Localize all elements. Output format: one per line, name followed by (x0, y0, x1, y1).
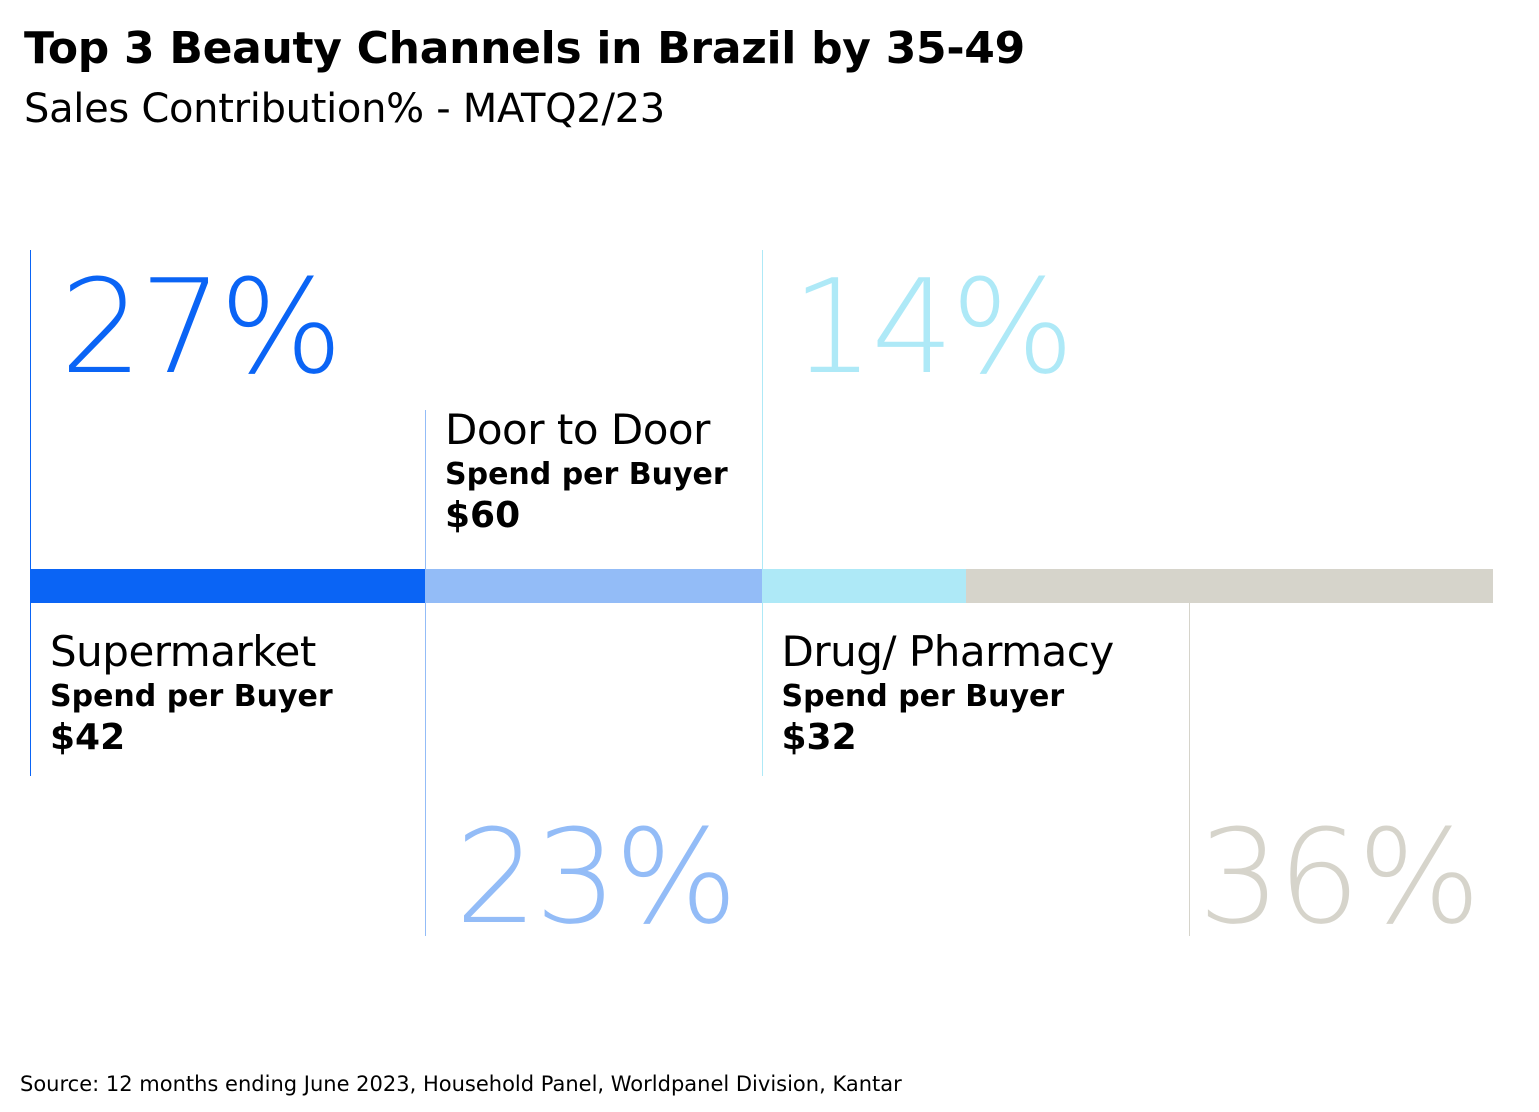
value-label-supermarket: 27% (60, 251, 343, 403)
value-label-other: 36% (1198, 801, 1481, 953)
spend-per-buyer-label: Spend per Buyer (445, 457, 728, 492)
bar-segment-door-to-door (425, 569, 762, 603)
segment-divider-other (1189, 603, 1190, 936)
channel-name: Supermarket (50, 627, 316, 676)
value-label-drug-pharmacy: 14% (791, 251, 1075, 403)
spend-per-buyer-value: $32 (781, 717, 857, 758)
value-label-door-to-door: 23% (455, 801, 738, 953)
channel-name: Door to Door (445, 405, 710, 454)
channel-label-door-to-door: Door to Door Spend per Buyer $60 (445, 404, 728, 538)
segment-divider-door-to-door (425, 410, 426, 936)
spend-per-buyer-label: Spend per Buyer (781, 679, 1065, 714)
bar-segment-other (966, 569, 1494, 603)
spend-per-buyer-value: $42 (50, 717, 126, 758)
bar-segment-drug-pharmacy (761, 569, 967, 603)
channel-name: Drug/ Pharmacy (781, 627, 1115, 676)
spend-per-buyer-value: $60 (445, 495, 521, 536)
segment-divider-drug-pharmacy (761, 250, 763, 776)
chart-title: Top 3 Beauty Channels in Brazil by 35-49 (24, 23, 1025, 74)
chart-subtitle: Sales Contribution% - MATQ2/23 (24, 86, 665, 132)
source-note: Source: 12 months ending June 2023, Hous… (20, 1072, 902, 1096)
channel-label-drug-pharmacy: Drug/ Pharmacy Spend per Buyer $32 (781, 626, 1115, 760)
segment-divider-supermarket (30, 250, 31, 776)
bar-segment-supermarket (30, 569, 426, 603)
spend-per-buyer-label: Spend per Buyer (50, 679, 333, 714)
channel-label-supermarket: Supermarket Spend per Buyer $42 (50, 626, 333, 760)
